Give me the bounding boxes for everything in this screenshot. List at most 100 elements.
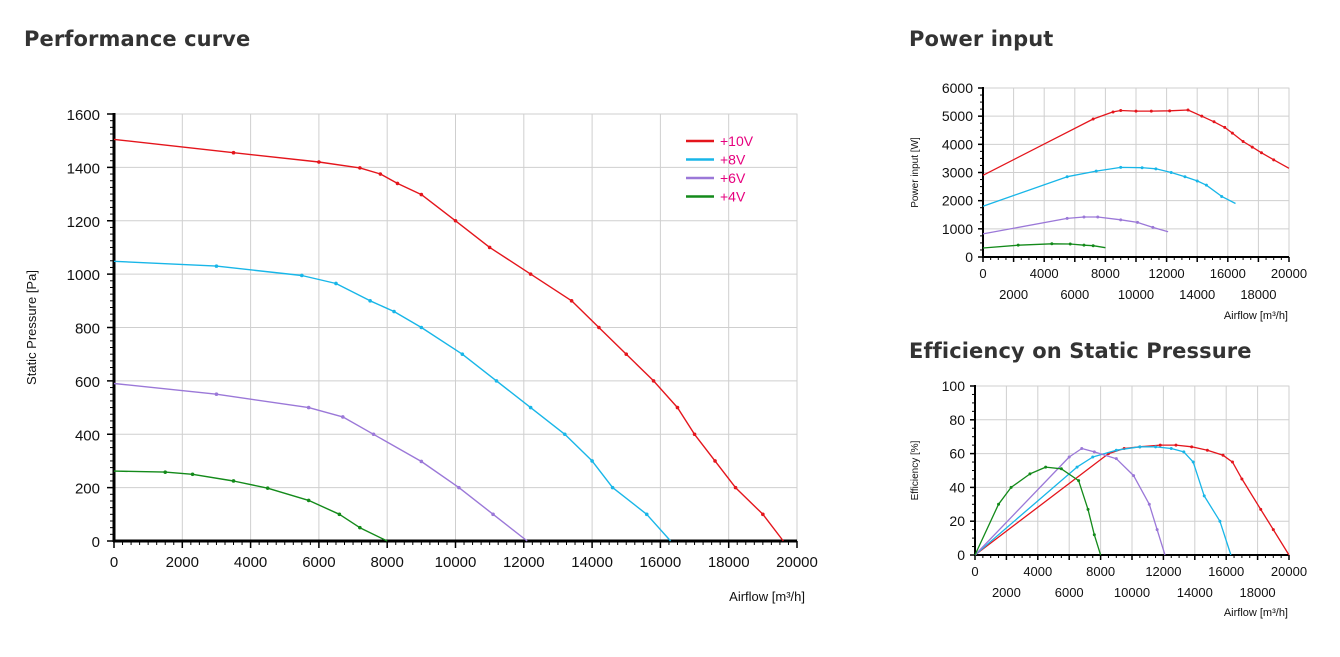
data-point bbox=[1094, 169, 1098, 173]
series-plus-6V bbox=[113, 382, 528, 542]
data-point bbox=[1091, 117, 1095, 121]
x-tick-label: 20000 bbox=[1271, 564, 1307, 579]
series-plus-6V bbox=[974, 447, 1166, 556]
data-point bbox=[997, 502, 1001, 506]
x-tick-label: 18000 bbox=[1240, 585, 1276, 600]
data-point bbox=[528, 405, 533, 410]
data-point bbox=[1077, 479, 1081, 483]
data-point bbox=[1240, 477, 1244, 481]
y-tick-label: 0 bbox=[957, 547, 965, 563]
x-tick-label: 16000 bbox=[1208, 564, 1244, 579]
series-plus-6V bbox=[982, 215, 1169, 235]
x-tick-label: 18000 bbox=[708, 554, 750, 571]
data-point bbox=[1082, 215, 1086, 219]
data-point bbox=[419, 459, 424, 464]
x-axis-label: Airflow [m³/h] bbox=[1224, 607, 1288, 619]
x-tick-label: 20000 bbox=[1271, 266, 1307, 281]
x-tick-label: 0 bbox=[110, 554, 118, 571]
x-tick-label: 12000 bbox=[503, 554, 545, 571]
series-line bbox=[982, 166, 1236, 207]
data-point bbox=[453, 218, 458, 223]
series-line bbox=[982, 216, 1169, 235]
data-point bbox=[358, 525, 362, 530]
data-point bbox=[231, 150, 236, 155]
x-axis-label: Airflow [m³/h] bbox=[729, 589, 805, 604]
y-tick-label: 0 bbox=[965, 249, 973, 265]
data-point bbox=[1204, 183, 1208, 187]
data-point bbox=[644, 512, 649, 517]
data-point bbox=[1205, 448, 1209, 452]
data-point bbox=[1186, 108, 1190, 112]
data-point bbox=[651, 379, 656, 383]
data-point bbox=[1119, 218, 1123, 222]
data-point bbox=[1134, 109, 1138, 113]
data-point bbox=[1169, 447, 1173, 451]
y-tick-label: 800 bbox=[75, 321, 100, 338]
data-point bbox=[371, 432, 376, 437]
power-input-title: Power input bbox=[909, 27, 1054, 51]
data-point bbox=[491, 512, 495, 517]
data-point bbox=[358, 166, 362, 170]
x-tick-label: 16000 bbox=[640, 554, 682, 571]
series-plus-8V bbox=[113, 260, 672, 542]
y-tick-label: 3000 bbox=[942, 165, 973, 181]
x-tick-label: 6000 bbox=[302, 554, 335, 571]
x-tick-label: 4000 bbox=[1030, 266, 1059, 281]
data-point bbox=[1212, 120, 1216, 124]
data-point bbox=[733, 485, 738, 490]
y-tick-label: 2000 bbox=[942, 193, 973, 209]
data-point bbox=[624, 352, 629, 356]
data-point bbox=[1096, 215, 1100, 219]
performance-chart: 0 2000 4000 6000 8000 10000 12000 14000 16000 180… bbox=[24, 107, 818, 604]
data-point bbox=[1068, 242, 1072, 246]
legend-label: +8V bbox=[720, 152, 746, 168]
data-point bbox=[1028, 472, 1032, 476]
data-point bbox=[419, 325, 424, 330]
y-tick-label: 1200 bbox=[67, 214, 100, 231]
data-point bbox=[1114, 448, 1118, 452]
data-point bbox=[1155, 528, 1159, 532]
data-point bbox=[1259, 151, 1263, 155]
data-point bbox=[1250, 145, 1254, 149]
data-point bbox=[610, 485, 615, 490]
data-point bbox=[1091, 244, 1095, 248]
data-point bbox=[231, 479, 236, 483]
data-point bbox=[590, 459, 594, 463]
data-point bbox=[1200, 114, 1204, 118]
data-point bbox=[1080, 447, 1084, 451]
series-line bbox=[974, 466, 1102, 556]
y-tick-label: 1000 bbox=[942, 221, 973, 237]
data-point bbox=[1191, 460, 1195, 464]
data-point bbox=[692, 432, 697, 437]
data-point bbox=[1009, 485, 1013, 489]
data-point bbox=[713, 459, 717, 463]
data-point bbox=[487, 245, 492, 250]
data-point bbox=[1195, 179, 1199, 183]
data-point bbox=[1158, 443, 1162, 447]
data-point bbox=[1218, 519, 1222, 523]
y-tick-label: 600 bbox=[75, 374, 100, 391]
y-tick-label: 60 bbox=[949, 446, 965, 462]
data-point bbox=[1230, 131, 1234, 135]
y-axis-label: Efficiency [%] bbox=[910, 440, 921, 500]
x-tick-label: 12000 bbox=[1145, 564, 1181, 579]
x-tick-label: 20000 bbox=[776, 554, 818, 571]
x-tick-label: 14000 bbox=[1177, 585, 1213, 600]
data-point bbox=[1044, 465, 1048, 469]
x-tick-label: 2000 bbox=[999, 287, 1028, 302]
x-tick-label: 6000 bbox=[1055, 585, 1084, 600]
efficiency-title: Efficiency on Static Pressure bbox=[909, 339, 1252, 363]
data-point bbox=[1138, 445, 1142, 449]
data-point bbox=[300, 273, 304, 278]
data-point bbox=[1136, 220, 1140, 224]
series-plus-8V bbox=[974, 445, 1232, 556]
data-point bbox=[1190, 445, 1194, 449]
data-point bbox=[265, 486, 270, 490]
x-tick-label: 14000 bbox=[571, 554, 613, 571]
y-tick-label: 200 bbox=[75, 481, 100, 498]
data-point bbox=[1016, 243, 1020, 247]
data-point bbox=[1132, 474, 1136, 478]
y-tick-label: 20 bbox=[949, 513, 965, 529]
y-tick-label: 6000 bbox=[942, 80, 973, 96]
